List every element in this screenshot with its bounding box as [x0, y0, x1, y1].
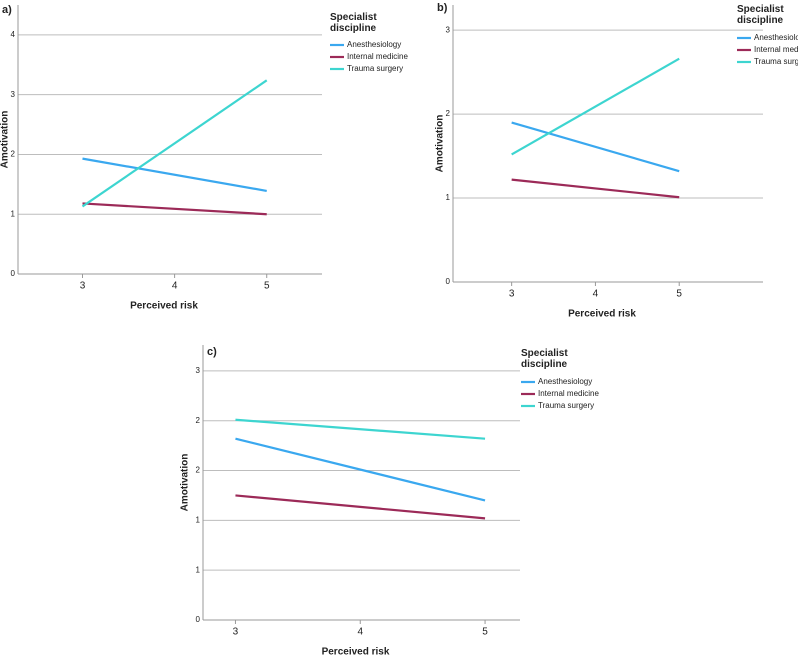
y-tick-label: 2: [11, 150, 16, 159]
y-tick-label: 1: [196, 565, 201, 574]
legend-label: Internal medicine: [347, 52, 408, 61]
series-line: [511, 178, 680, 199]
legend-label: Trauma surgery: [754, 57, 798, 66]
y-tick-label: 4: [11, 30, 16, 39]
y-tick-label: 2: [446, 109, 451, 118]
y-tick-label: 2: [196, 416, 201, 425]
panel-label: a): [2, 4, 12, 16]
x-tick-label: 3: [509, 289, 515, 300]
series-line: [511, 57, 680, 156]
legend-title: Specialist discipline: [737, 4, 784, 26]
x-tick-label: 5: [676, 289, 682, 300]
y-tick-label: 3: [446, 25, 451, 34]
series-line: [82, 157, 267, 192]
y-tick-label: 2: [196, 466, 201, 475]
series-line: [235, 437, 486, 502]
y-tick-label: 3: [11, 90, 16, 99]
y-axis-title: Amotivation: [435, 115, 446, 173]
y-tick-label: 0: [11, 269, 16, 278]
legend-label: Anesthesiology: [538, 377, 592, 386]
y-tick-label: 3: [196, 366, 201, 375]
y-tick-label: 1: [196, 515, 201, 524]
x-tick-label: 3: [233, 627, 239, 638]
legend-label: Trauma surgery: [538, 401, 594, 410]
series-line: [81, 79, 268, 208]
x-tick-label: 4: [593, 289, 599, 300]
x-tick-label: 4: [172, 281, 178, 292]
y-tick-label: 1: [11, 209, 16, 218]
x-axis-title: Perceived risk: [130, 301, 198, 312]
legend-label: Internal medicine: [754, 45, 798, 54]
series-line: [82, 202, 267, 216]
panel-label: c): [207, 346, 217, 358]
legend-label: Anesthesiology: [347, 40, 401, 49]
panel-label: b): [437, 2, 448, 14]
x-tick-label: 3: [80, 281, 86, 292]
legend-title: Specialist discipline: [521, 348, 568, 370]
legend-label: Anesthesiology: [754, 33, 798, 42]
y-axis-title: Amotivation: [180, 454, 191, 512]
y-tick-label: 0: [196, 615, 201, 624]
y-tick-label: 0: [446, 277, 451, 286]
series-line: [511, 121, 680, 173]
x-tick-label: 5: [482, 627, 488, 638]
x-tick-label: 5: [264, 281, 270, 292]
series-line: [235, 418, 486, 440]
series-line: [235, 494, 486, 520]
x-tick-label: 4: [357, 627, 363, 638]
x-axis-title: Perceived risk: [322, 647, 390, 657]
y-axis-title: Amotivation: [0, 111, 11, 169]
legend-label: Internal medicine: [538, 389, 599, 398]
legend-title: Specialist discipline: [330, 12, 377, 34]
legend-label: Trauma surgery: [347, 64, 403, 73]
y-tick-label: 1: [446, 193, 451, 202]
x-axis-title: Perceived risk: [568, 309, 636, 320]
